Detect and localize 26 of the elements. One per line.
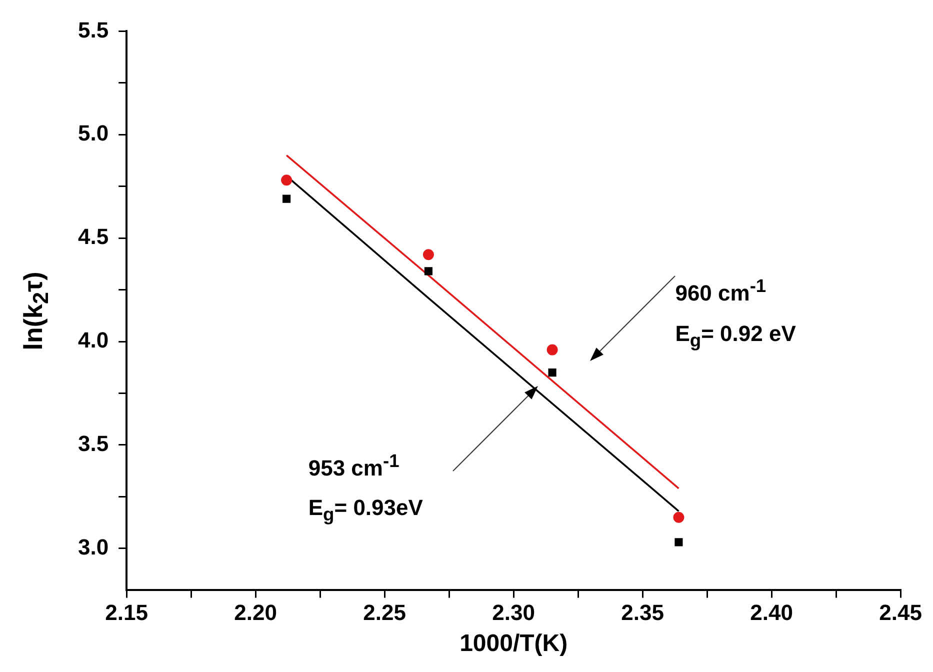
point: [674, 538, 683, 546]
point: [673, 512, 684, 523]
point: [424, 267, 432, 276]
y-tick-label: 5.0: [78, 120, 109, 146]
y-tick-label: 3.5: [78, 431, 109, 456]
y-tick-label: 5.5: [78, 17, 109, 42]
annotation: E$_{g}$= 0.92 eV: [675, 320, 796, 352]
point: [422, 249, 434, 260]
x-tick-label: 2.25: [363, 600, 406, 626]
x-tick-label: 2.40: [750, 600, 794, 626]
x-axis-title: 1000/T(K): [460, 630, 568, 658]
point: [281, 174, 292, 186]
annotation: E$_{g}$= 0.93eV: [308, 494, 423, 527]
point: [282, 194, 291, 203]
x-tick-label: 2.20: [234, 600, 277, 626]
point: [546, 344, 558, 356]
annotation: 953 cm$^{-1}$: [308, 448, 400, 482]
y-tick-label: 4.0: [78, 328, 109, 353]
y-tick-label: 3.0: [78, 534, 109, 560]
x-tick-label: 2.15: [105, 600, 148, 626]
y-tick-label: 4.5: [78, 224, 109, 250]
x-tick-label: 2.45: [879, 600, 922, 626]
annotation: 960 cm$^{-1}$: [675, 274, 768, 308]
x-tick-label: 2.30: [492, 600, 535, 626]
point: [548, 368, 556, 377]
x-tick-label: 2.35: [621, 600, 664, 626]
